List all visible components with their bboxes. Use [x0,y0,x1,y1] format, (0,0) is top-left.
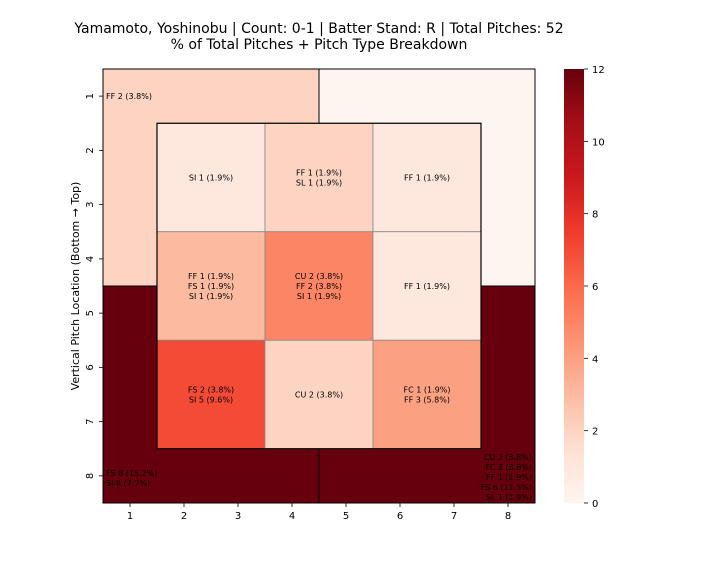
outer-zone-label: FS 8 (15.2%) [106,469,157,478]
inner-zone-label: FF 3 (5.8%) [404,396,450,405]
colorbar-tick-label: 12 [592,65,605,76]
x-tick-label: 7 [451,511,457,522]
colorbar-tick-label: 2 [592,427,598,438]
inner-zone-cell [264,122,374,233]
x-tick-label: 2 [181,511,187,522]
inner-zone-label: SI 1 (1.9%) [189,292,233,301]
colorbar-tick-label: 10 [592,137,605,148]
outer-zone-label: FF 2 (3.8%) [106,92,152,101]
y-tick-label: 5 [85,310,96,316]
inner-zone-label: CU 2 (3.8%) [295,272,343,281]
y-tick-label: 4 [85,256,96,262]
x-tick-label: 6 [397,511,403,522]
inner-zone-cell [156,339,266,450]
inner-zone-label: FF 1 (1.9%) [188,272,234,281]
y-tick-label: 3 [85,201,96,207]
colorbar [564,69,584,503]
inner-zone-label: SL 1 (1.9%) [296,179,342,188]
x-tick-label: 3 [235,511,241,522]
inner-zone-cell [264,339,374,450]
y-tick-label: 2 [85,147,96,153]
inner-zone-cells: SI 1 (1.9%)FF 1 (1.9%)SL 1 (1.9%)FF 1 (1… [156,122,482,450]
outer-zone-label: SI 4 (7.7%) [106,479,150,488]
x-tick-label: 8 [505,511,511,522]
chart-title-line1: Yamamoto, Yoshinobu | Count: 0-1 | Batte… [73,21,563,37]
outer-zone-label: FF 1 (1.9%) [486,473,532,482]
inner-zone-label: FF 1 (1.9%) [296,169,342,178]
inner-zone-cell [372,339,482,450]
x-axis-ticks: 1 2 3 4 5 6 7 8 [127,503,511,522]
inner-zone-label: CU 2 (3.8%) [295,391,343,400]
y-tick-label: 6 [85,364,96,370]
inner-zone-label: SI 5 (9.6%) [189,396,233,405]
inner-zone-label: FF 1 (1.9%) [404,174,450,183]
inner-zone-label: SI 1 (1.9%) [189,174,233,183]
y-tick-label: 7 [85,418,96,424]
chart-title-line2: % of Total Pitches + Pitch Type Breakdow… [171,37,468,53]
y-axis-ticks: 1 2 3 4 5 6 7 8 [85,93,103,479]
outer-zone-label: FS 6 (11.5%) [481,483,532,492]
inner-zone-cell [264,231,374,341]
x-tick-label: 5 [343,511,349,522]
outer-zone-label: SL 1 (1.9%) [486,493,532,502]
colorbar-tick-label: 4 [592,354,598,365]
inner-zone-cell [156,122,266,233]
outer-zone-label: FC 2 (3.8%) [485,463,532,472]
inner-zone-label: FS 1 (1.9%) [188,282,234,291]
y-tick-label: 1 [85,93,96,99]
inner-zone-label: FS 2 (3.8%) [188,386,234,395]
strike-zone-border [156,122,482,450]
colorbar-tick-label: 6 [592,282,598,293]
inner-zone-cell [156,231,266,341]
x-tick-label: 4 [289,511,295,522]
colorbar-ticks: 0 2 4 6 8 10 12 [584,65,605,510]
x-tick-label: 1 [127,511,133,522]
inner-zone-label: FF 1 (1.9%) [404,282,450,291]
outer-zone-label: CU 2 (3.8%) [484,453,532,462]
inner-zone-cell [372,122,482,233]
y-axis-label: Vertical Pitch Location (Bottom → Top) [69,182,82,391]
colorbar-tick-label: 8 [592,210,598,221]
inner-zone-label: FF 2 (3.8%) [296,282,342,291]
inner-zone-label: SI 1 (1.9%) [297,292,341,301]
inner-zone-cell [372,231,482,341]
colorbar-tick-label: 0 [592,499,598,510]
y-tick-label: 8 [85,473,96,479]
inner-zone-label: FC 1 (1.9%) [404,386,451,395]
